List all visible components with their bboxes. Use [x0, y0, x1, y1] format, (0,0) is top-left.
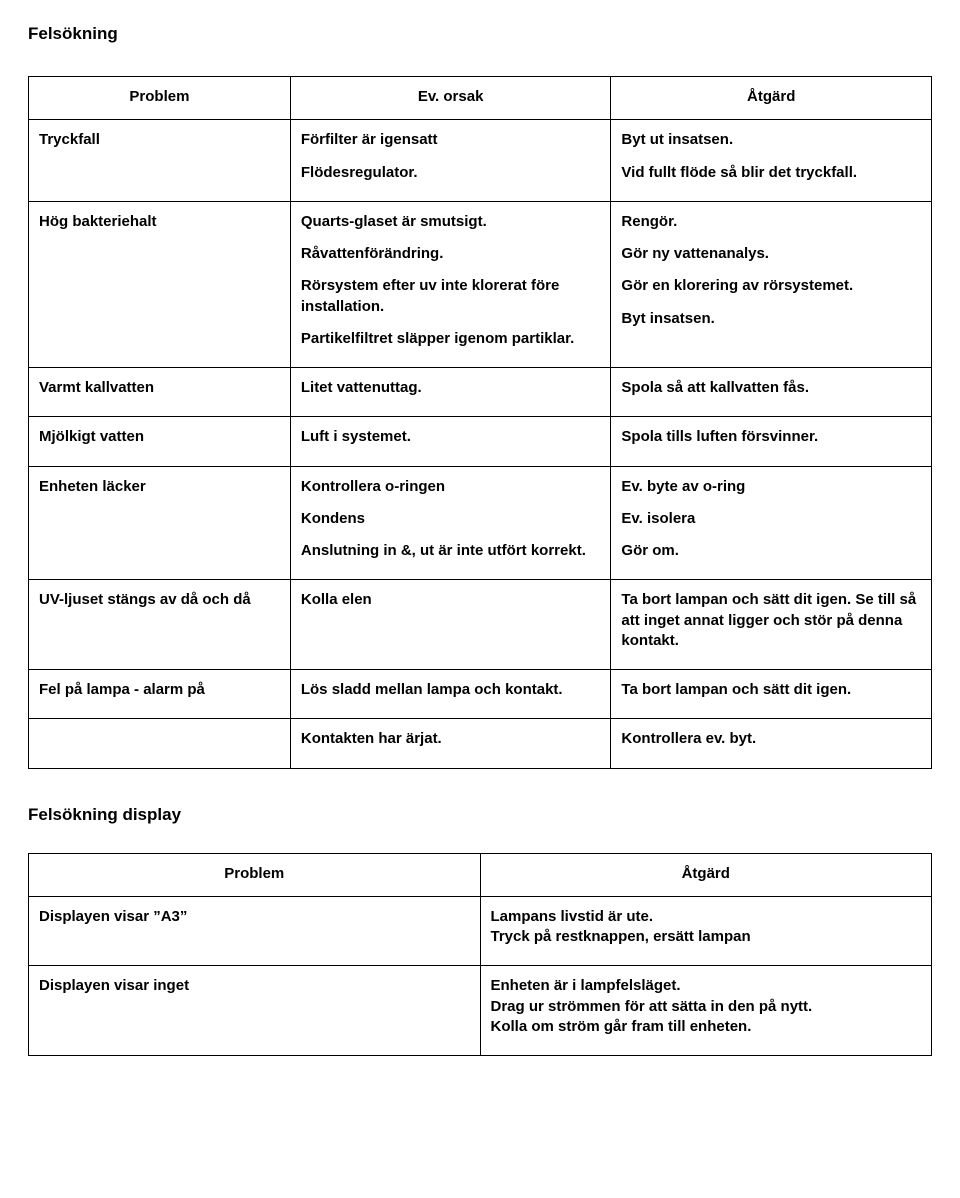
- cell-problem: UV-ljuset stängs av då och då: [29, 580, 291, 670]
- cell-problem: Fel på lampa - alarm på: [29, 670, 291, 719]
- table-row: UV-ljuset stängs av då och då Kolla elen…: [29, 580, 932, 670]
- action-text: Rengör.: [621, 212, 921, 232]
- cell-cause: Quarts-glaset är smutsigt. Råvattenförän…: [290, 201, 611, 367]
- action-text: Gör ny vattenanalys.: [621, 244, 921, 264]
- cell-cause: Förfilter är igensatt Flödesregulator.: [290, 120, 611, 202]
- cell-problem: Mjölkigt vatten: [29, 417, 291, 466]
- page-title: Felsökning: [28, 24, 932, 44]
- cell-cause: Lös sladd mellan lampa och kontakt.: [290, 670, 611, 719]
- cell-action: Lampans livstid är ute. Tryck på restkna…: [480, 896, 932, 966]
- action-text: Byt ut insatsen.: [621, 130, 921, 150]
- action-line: Kolla om ström går fram till enheten.: [491, 1017, 922, 1037]
- action-line: Drag ur strömmen för att sätta in den på…: [491, 997, 922, 1017]
- cause-text: Anslutning in &, ut är inte utfört korre…: [301, 541, 601, 561]
- cell-action: Ta bort lampan och sätt dit igen.: [611, 670, 932, 719]
- action-line: Lampans livstid är ute.: [491, 907, 922, 927]
- table-row: Mjölkigt vatten Luft i systemet. Spola t…: [29, 417, 932, 466]
- th-action: Åtgärd: [480, 853, 932, 896]
- action-text: Vid fullt flöde så blir det tryckfall.: [621, 163, 921, 183]
- cause-text: Råvattenförändring.: [301, 244, 601, 264]
- th-cause: Ev. orsak: [290, 77, 611, 120]
- table-row: Tryckfall Förfilter är igensatt Flödesre…: [29, 120, 932, 202]
- cell-cause: Kolla elen: [290, 580, 611, 670]
- table-row: Enheten läcker Kontrollera o-ringen Kond…: [29, 466, 932, 580]
- table-row: Hög bakteriehalt Quarts-glaset är smutsi…: [29, 201, 932, 367]
- cell-action: Enheten är i lampfelsläget. Drag ur strö…: [480, 966, 932, 1056]
- cause-text: Förfilter är igensatt: [301, 130, 601, 150]
- table-row: Kontakten har ärjat. Kontrollera ev. byt…: [29, 719, 932, 768]
- cell-cause: Kontrollera o-ringen Kondens Anslutning …: [290, 466, 611, 580]
- section-heading: Felsökning display: [28, 805, 932, 825]
- table-row: Displayen visar inget Enheten är i lampf…: [29, 966, 932, 1056]
- cell-action: Ev. byte av o-ring Ev. isolera Gör om.: [611, 466, 932, 580]
- cell-action: Byt ut insatsen. Vid fullt flöde så blir…: [611, 120, 932, 202]
- display-troubleshooting-table: Problem Åtgärd Displayen visar ”A3” Lamp…: [28, 853, 932, 1057]
- troubleshooting-table: Problem Ev. orsak Åtgärd Tryckfall Förfi…: [28, 76, 932, 769]
- cause-text: Rörsystem efter uv inte klorerat före in…: [301, 276, 601, 317]
- cell-problem: Hög bakteriehalt: [29, 201, 291, 367]
- cell-problem: Displayen visar inget: [29, 966, 481, 1056]
- table-row: Displayen visar ”A3” Lampans livstid är …: [29, 896, 932, 966]
- th-problem: Problem: [29, 77, 291, 120]
- cell-cause: Luft i systemet.: [290, 417, 611, 466]
- cell-cause: Litet vattenuttag.: [290, 368, 611, 417]
- action-text: Gör om.: [621, 541, 921, 561]
- table-row: Varmt kallvatten Litet vattenuttag. Spol…: [29, 368, 932, 417]
- cell-problem: Displayen visar ”A3”: [29, 896, 481, 966]
- table-header-row: Problem Åtgärd: [29, 853, 932, 896]
- table-header-row: Problem Ev. orsak Åtgärd: [29, 77, 932, 120]
- action-line: Enheten är i lampfelsläget.: [491, 976, 922, 996]
- action-line: Tryck på restknappen, ersätt lampan: [491, 927, 922, 947]
- cause-text: Partikelfiltret släpper igenom partiklar…: [301, 329, 601, 349]
- th-problem: Problem: [29, 853, 481, 896]
- cause-text: Quarts-glaset är smutsigt.: [301, 212, 601, 232]
- cell-action: Ta bort lampan och sätt dit igen. Se til…: [611, 580, 932, 670]
- cell-problem: [29, 719, 291, 768]
- action-text: Byt insatsen.: [621, 309, 921, 329]
- th-action: Åtgärd: [611, 77, 932, 120]
- cell-action: Kontrollera ev. byt.: [611, 719, 932, 768]
- action-text: Ev. isolera: [621, 509, 921, 529]
- cell-action: Spola tills luften försvinner.: [611, 417, 932, 466]
- cause-text: Kontrollera o-ringen: [301, 477, 601, 497]
- action-text: Gör en klorering av rörsystemet.: [621, 276, 921, 296]
- cell-problem: Tryckfall: [29, 120, 291, 202]
- cell-cause: Kontakten har ärjat.: [290, 719, 611, 768]
- cell-action: Rengör. Gör ny vattenanalys. Gör en klor…: [611, 201, 932, 367]
- cause-text: Kondens: [301, 509, 601, 529]
- cell-action: Spola så att kallvatten fås.: [611, 368, 932, 417]
- cell-problem: Enheten läcker: [29, 466, 291, 580]
- table-row: Fel på lampa - alarm på Lös sladd mellan…: [29, 670, 932, 719]
- cell-problem: Varmt kallvatten: [29, 368, 291, 417]
- cause-text: Flödesregulator.: [301, 163, 601, 183]
- action-text: Ev. byte av o-ring: [621, 477, 921, 497]
